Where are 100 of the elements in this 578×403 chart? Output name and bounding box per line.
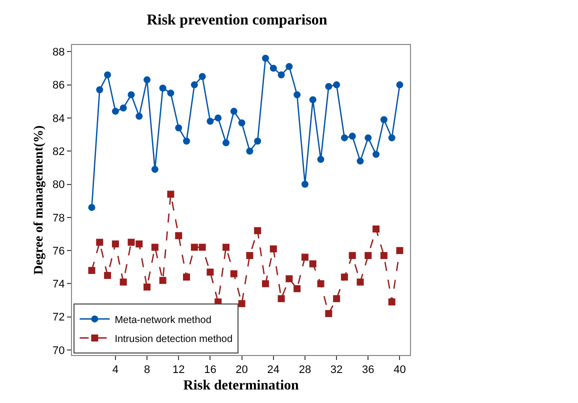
y-tick-label: 80 (52, 179, 65, 192)
x-tick-label: 28 (298, 364, 312, 376)
point (206, 118, 214, 125)
y-tick-label: 88 (52, 46, 65, 58)
point (159, 276, 166, 284)
point (198, 73, 206, 80)
point (230, 270, 238, 278)
point (278, 71, 285, 78)
point (198, 244, 206, 251)
x-tick-label: 8 (144, 364, 150, 376)
y-tick-label: 84 (52, 112, 65, 125)
point (317, 156, 324, 163)
y-tick-label: 76 (52, 245, 65, 258)
point (372, 226, 380, 233)
point (301, 180, 308, 188)
point (388, 134, 396, 142)
point (270, 245, 277, 252)
point (348, 252, 356, 260)
point (167, 190, 174, 198)
point (175, 232, 182, 240)
point (246, 148, 254, 155)
point (364, 252, 372, 260)
point (120, 278, 127, 286)
y-tick-label: 70 (52, 344, 65, 357)
point (294, 91, 301, 98)
point (262, 280, 269, 288)
point (396, 247, 404, 254)
point (136, 240, 143, 248)
y-tick-label: 86 (52, 80, 65, 92)
x-tick-label: 40 (394, 364, 406, 376)
point (222, 139, 230, 146)
point (206, 268, 214, 276)
point (238, 300, 246, 308)
point (372, 150, 380, 158)
point (254, 138, 262, 145)
point (128, 91, 135, 98)
point (136, 112, 143, 120)
point (294, 285, 301, 292)
y-tick-label: 74 (52, 278, 65, 291)
point (301, 254, 308, 261)
x-tick-label: 12 (172, 364, 185, 376)
point (340, 274, 348, 281)
point (112, 240, 119, 248)
point (96, 238, 104, 246)
point (356, 158, 364, 165)
x-tick-label: 32 (330, 364, 343, 376)
x-tick-label: 24 (267, 364, 280, 376)
point (112, 108, 119, 115)
point (128, 238, 135, 246)
point (104, 71, 112, 78)
point (333, 295, 340, 302)
point (380, 116, 388, 124)
x-tick-label: 36 (362, 364, 374, 376)
point (183, 138, 190, 145)
point (333, 81, 340, 88)
point (151, 166, 158, 173)
point (254, 227, 262, 234)
point (96, 86, 104, 94)
y-axis-title: Degree of management(%) (30, 125, 46, 275)
y-tick-label: 78 (52, 212, 65, 224)
point (104, 272, 112, 279)
y-tick-label: 72 (52, 312, 65, 324)
point (325, 82, 332, 90)
point (246, 252, 254, 260)
x-axis-title: Risk determination (183, 378, 299, 394)
point (286, 275, 293, 282)
x-tick-label: 20 (236, 364, 248, 376)
x-tick-label: 16 (204, 364, 216, 376)
point (183, 274, 190, 281)
point (167, 90, 174, 97)
point (348, 132, 356, 140)
point (230, 108, 238, 115)
point (151, 244, 158, 251)
point (309, 96, 316, 104)
y-tick-label: 82 (52, 146, 65, 158)
point (340, 134, 348, 142)
point (396, 81, 404, 88)
point (286, 63, 293, 70)
point (120, 104, 127, 112)
point (222, 244, 230, 251)
point (88, 266, 96, 274)
point (175, 124, 182, 132)
point (380, 252, 388, 260)
point (262, 54, 269, 62)
point (144, 76, 151, 84)
point (317, 280, 324, 288)
point (325, 310, 332, 318)
point (190, 81, 198, 88)
legend-label: Meta-network method (114, 314, 212, 326)
legend-label: Intrusion detection method (114, 334, 233, 345)
point (278, 295, 285, 302)
point (159, 84, 166, 92)
point (88, 204, 96, 211)
point (190, 244, 198, 251)
x-tick-label: 4 (112, 364, 118, 376)
point (214, 114, 222, 122)
point (388, 298, 396, 306)
point (238, 119, 246, 126)
point (364, 134, 372, 142)
chart-title: Risk prevention comparison (146, 12, 328, 29)
